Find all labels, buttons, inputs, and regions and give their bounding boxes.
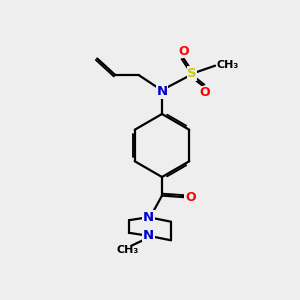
Text: N: N bbox=[143, 211, 154, 224]
Text: O: O bbox=[185, 190, 196, 204]
Text: CH₃: CH₃ bbox=[217, 60, 239, 70]
Text: N: N bbox=[156, 85, 168, 98]
Text: O: O bbox=[200, 86, 210, 99]
Text: S: S bbox=[187, 67, 197, 80]
Text: N: N bbox=[143, 229, 154, 242]
Text: O: O bbox=[178, 45, 189, 58]
Text: CH₃: CH₃ bbox=[116, 244, 139, 255]
